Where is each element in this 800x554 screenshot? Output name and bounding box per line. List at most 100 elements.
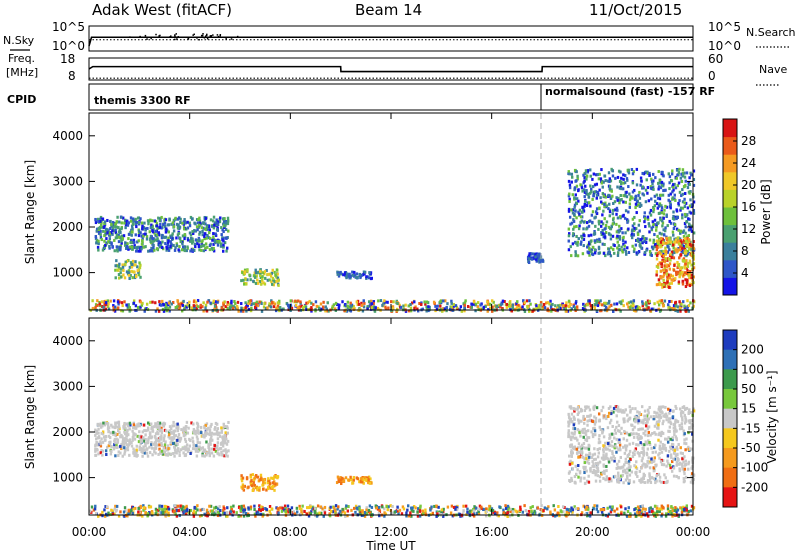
echo-cell (107, 444, 111, 448)
echo-cell (147, 437, 150, 441)
echo-cell (616, 198, 619, 202)
echo-cell (339, 476, 342, 480)
echo-cell (207, 236, 211, 240)
echo-cell (642, 193, 646, 197)
echo-cell (579, 479, 582, 483)
echo-cell (343, 511, 347, 515)
echo-cell (549, 306, 553, 310)
echo-cell (616, 185, 619, 189)
echo-cell (684, 448, 687, 452)
echo-cell (632, 304, 635, 308)
echo-cell (484, 305, 487, 309)
echo-cell (212, 246, 215, 250)
echo-cell (154, 443, 157, 447)
echo-cell (623, 247, 626, 251)
echo-cell (582, 435, 585, 439)
echo-cell (145, 429, 148, 433)
echo-cell (445, 305, 448, 309)
echo-cell (567, 471, 571, 475)
echo-cell (644, 463, 647, 467)
echo-cell (576, 243, 579, 247)
echo-cell (587, 480, 591, 484)
echo-cell (249, 299, 252, 303)
echo-cell (162, 309, 166, 313)
echo-cell (240, 279, 243, 283)
echo-cell (100, 431, 103, 435)
echo-cell (658, 451, 661, 455)
echo-cell (124, 226, 127, 230)
echo-cell (204, 242, 208, 246)
echo-cell (575, 447, 578, 451)
echo-cell (690, 229, 694, 233)
echo-cell (195, 454, 199, 458)
echo-cell (101, 449, 104, 453)
echo-cell (648, 440, 651, 444)
echo-cell (652, 205, 655, 209)
echo-cell (657, 181, 660, 185)
echo-cell (112, 299, 116, 303)
echo-cell (602, 444, 605, 448)
echo-cell (115, 446, 119, 450)
echo-cell (151, 219, 154, 223)
echo-cell (611, 444, 614, 448)
echo-cell (128, 442, 131, 446)
echo-cell (220, 226, 223, 230)
echo-cell (389, 300, 393, 304)
echo-cell (570, 476, 573, 480)
echo-cell (690, 254, 693, 258)
echo-cell (148, 433, 152, 437)
echo-cell (117, 276, 121, 280)
echo-cell (631, 228, 634, 232)
echo-cell (590, 306, 593, 310)
echo-cell (106, 299, 110, 303)
echo-cell (622, 437, 625, 441)
echo-cell (269, 274, 273, 278)
echo-cell (632, 480, 636, 484)
echo-cell (571, 211, 575, 215)
echo-cell (567, 304, 570, 308)
echo-cell (179, 448, 183, 452)
echo-cell (165, 309, 168, 313)
echo-cell (664, 481, 667, 485)
echo-cell (650, 457, 653, 461)
echo-cell (178, 436, 181, 440)
echo-cell (680, 414, 683, 418)
echo-cell (299, 300, 302, 304)
echo-cell (146, 454, 150, 458)
echo-cell (593, 183, 597, 187)
echo-cell (526, 305, 529, 309)
echo-cell (615, 405, 618, 409)
echo-cell (615, 414, 618, 418)
echo-cell (211, 238, 214, 242)
echo-cell (166, 243, 170, 247)
echo-cell (384, 512, 388, 516)
echo-cell (623, 181, 627, 185)
echo-cell (591, 220, 594, 224)
echo-cell (629, 457, 632, 461)
echo-cell (200, 240, 203, 244)
echo-cell (518, 306, 521, 310)
echo-cell (606, 447, 609, 451)
echo-cell (212, 226, 216, 230)
echo-cell (119, 444, 122, 448)
noise-scatter-point (219, 34, 221, 37)
echo-cell (591, 197, 594, 201)
echo-cell (464, 299, 467, 303)
echo-cell (681, 270, 684, 274)
echo-cell (183, 233, 187, 237)
echo-cell (684, 251, 688, 255)
echo-cell (570, 449, 573, 453)
noise-scatter-point (225, 38, 227, 40)
echo-cell (106, 228, 109, 232)
echo-cell (621, 465, 625, 469)
echo-cell (201, 305, 204, 309)
echo-cell (95, 429, 99, 433)
noise-scatter-point (174, 34, 176, 36)
echo-cell (660, 249, 663, 253)
echo-cell (667, 407, 670, 411)
echo-cell (654, 477, 657, 481)
echo-cell (108, 241, 112, 245)
echo-cell (267, 272, 270, 276)
echo-cell (675, 217, 678, 221)
echo-cell (162, 446, 165, 450)
